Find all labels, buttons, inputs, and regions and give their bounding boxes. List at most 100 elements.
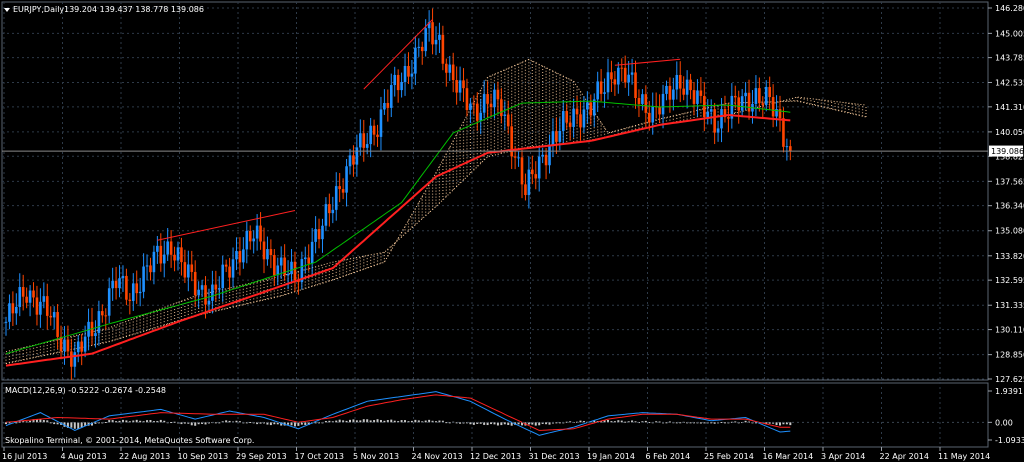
price-tick-label: 131.335 [995, 301, 1024, 310]
candle-body [39, 301, 42, 315]
macd-histogram-bar [785, 422, 788, 425]
candle-body [665, 85, 668, 94]
macd-histogram-bar [256, 422, 259, 425]
candle-body [183, 262, 187, 278]
cloud-span-a [5, 58, 867, 365]
candle-body [211, 284, 214, 301]
macd-histogram-bar [266, 422, 269, 425]
macd-histogram-bar [400, 420, 403, 423]
candle-body [482, 94, 486, 113]
macd-histogram-bar [173, 421, 176, 423]
macd-histogram-bar [476, 422, 479, 424]
macd-histogram-bar [180, 422, 183, 425]
price-tick-label: 142.535 [995, 78, 1024, 87]
candle-body [125, 275, 128, 300]
macd-histogram-bar [500, 422, 503, 426]
chevron-down-icon[interactable] [4, 8, 10, 12]
candle-body [427, 22, 431, 29]
candle-body [290, 261, 293, 275]
candle-body [45, 296, 49, 316]
candle-body [348, 155, 352, 167]
macd-histogram-bar [579, 420, 582, 423]
candle-body [462, 80, 465, 89]
macd-histogram-bar [94, 422, 97, 424]
macd-histogram-bar [775, 422, 778, 426]
macd-histogram-bar [235, 420, 238, 423]
macd-histogram-bar [5, 422, 7, 425]
symbol-title: EURJPY,Daily [13, 5, 64, 14]
candle-body [520, 157, 524, 185]
macd-histogram-bar [617, 420, 620, 423]
macd-histogram-bar [445, 422, 448, 424]
candle-body [400, 81, 403, 91]
macd-histogram-bar [183, 422, 186, 424]
price-tick-label: 136.340 [995, 202, 1024, 211]
candle-body [544, 154, 548, 166]
macd-histogram-bar [276, 422, 279, 425]
candle-body [73, 352, 77, 367]
macd-histogram-bar [624, 421, 627, 423]
macd-histogram-bar [748, 421, 751, 423]
macd-histogram-bar [318, 422, 321, 424]
moving-averages [5, 100, 791, 367]
candle-body [410, 73, 414, 77]
macd-histogram-bar [627, 421, 630, 423]
candle-body [733, 95, 737, 98]
candle-body [28, 290, 32, 303]
candle-body [283, 257, 286, 276]
macd-histogram-bar [679, 422, 682, 424]
candle-body [441, 34, 445, 64]
candle-body [173, 254, 176, 261]
candle-body [692, 90, 696, 104]
candle-body [582, 109, 586, 128]
macd-histogram-bar [668, 421, 671, 423]
candle-body [634, 72, 637, 99]
macd-histogram-bar [80, 422, 83, 428]
macd-histogram-bar [397, 421, 400, 423]
candle-body [252, 238, 255, 242]
macd-histogram-bar [328, 420, 331, 423]
candle-body [142, 266, 145, 292]
candle-body [592, 99, 596, 116]
macd-histogram-bar [56, 422, 59, 425]
time-tick-label: 22 Apr 2014 [880, 452, 929, 461]
macd-histogram-bar [204, 422, 207, 425]
candle-body [744, 92, 747, 97]
macd-histogram-bar [428, 419, 431, 423]
macd-signal-line [5, 394, 791, 431]
candle-body [431, 22, 434, 45]
candle-body [273, 255, 276, 276]
macd-histogram-bar [139, 420, 142, 423]
time-tick-label: 12 Dec 2013 [470, 452, 521, 461]
macd-histogram-bar [510, 422, 513, 426]
candle-body [180, 247, 183, 263]
macd-histogram-bar [201, 422, 204, 424]
candle-body [200, 285, 204, 290]
candle-body [613, 79, 617, 85]
candle-body [627, 74, 630, 83]
candle-body [768, 86, 771, 98]
macd-histogram-bar [593, 420, 596, 423]
macd-histogram-bar [768, 422, 771, 424]
candle-body [761, 103, 765, 105]
macd-histogram-bar [228, 420, 231, 423]
macd-histogram-bar [84, 422, 87, 426]
macd-histogram-bar [287, 422, 290, 425]
macd-histogram-bar [87, 422, 90, 426]
candle-body [365, 144, 369, 148]
candle-body [785, 146, 789, 148]
macd-histogram-bar [421, 421, 424, 423]
candle-body [331, 209, 335, 214]
candle-body [15, 306, 18, 314]
price-tick-label: 137.565 [995, 177, 1024, 186]
macd-histogram-bar [730, 421, 733, 423]
macd-histogram-bar [723, 422, 726, 424]
macd-histogram-bar [531, 422, 534, 425]
macd-histogram-bar [77, 422, 80, 429]
candle-body [111, 280, 114, 289]
macd-histogram-bar [49, 422, 52, 424]
candle-body [689, 79, 692, 91]
macd-histogram-bar [307, 422, 310, 425]
candle-body [438, 34, 441, 40]
